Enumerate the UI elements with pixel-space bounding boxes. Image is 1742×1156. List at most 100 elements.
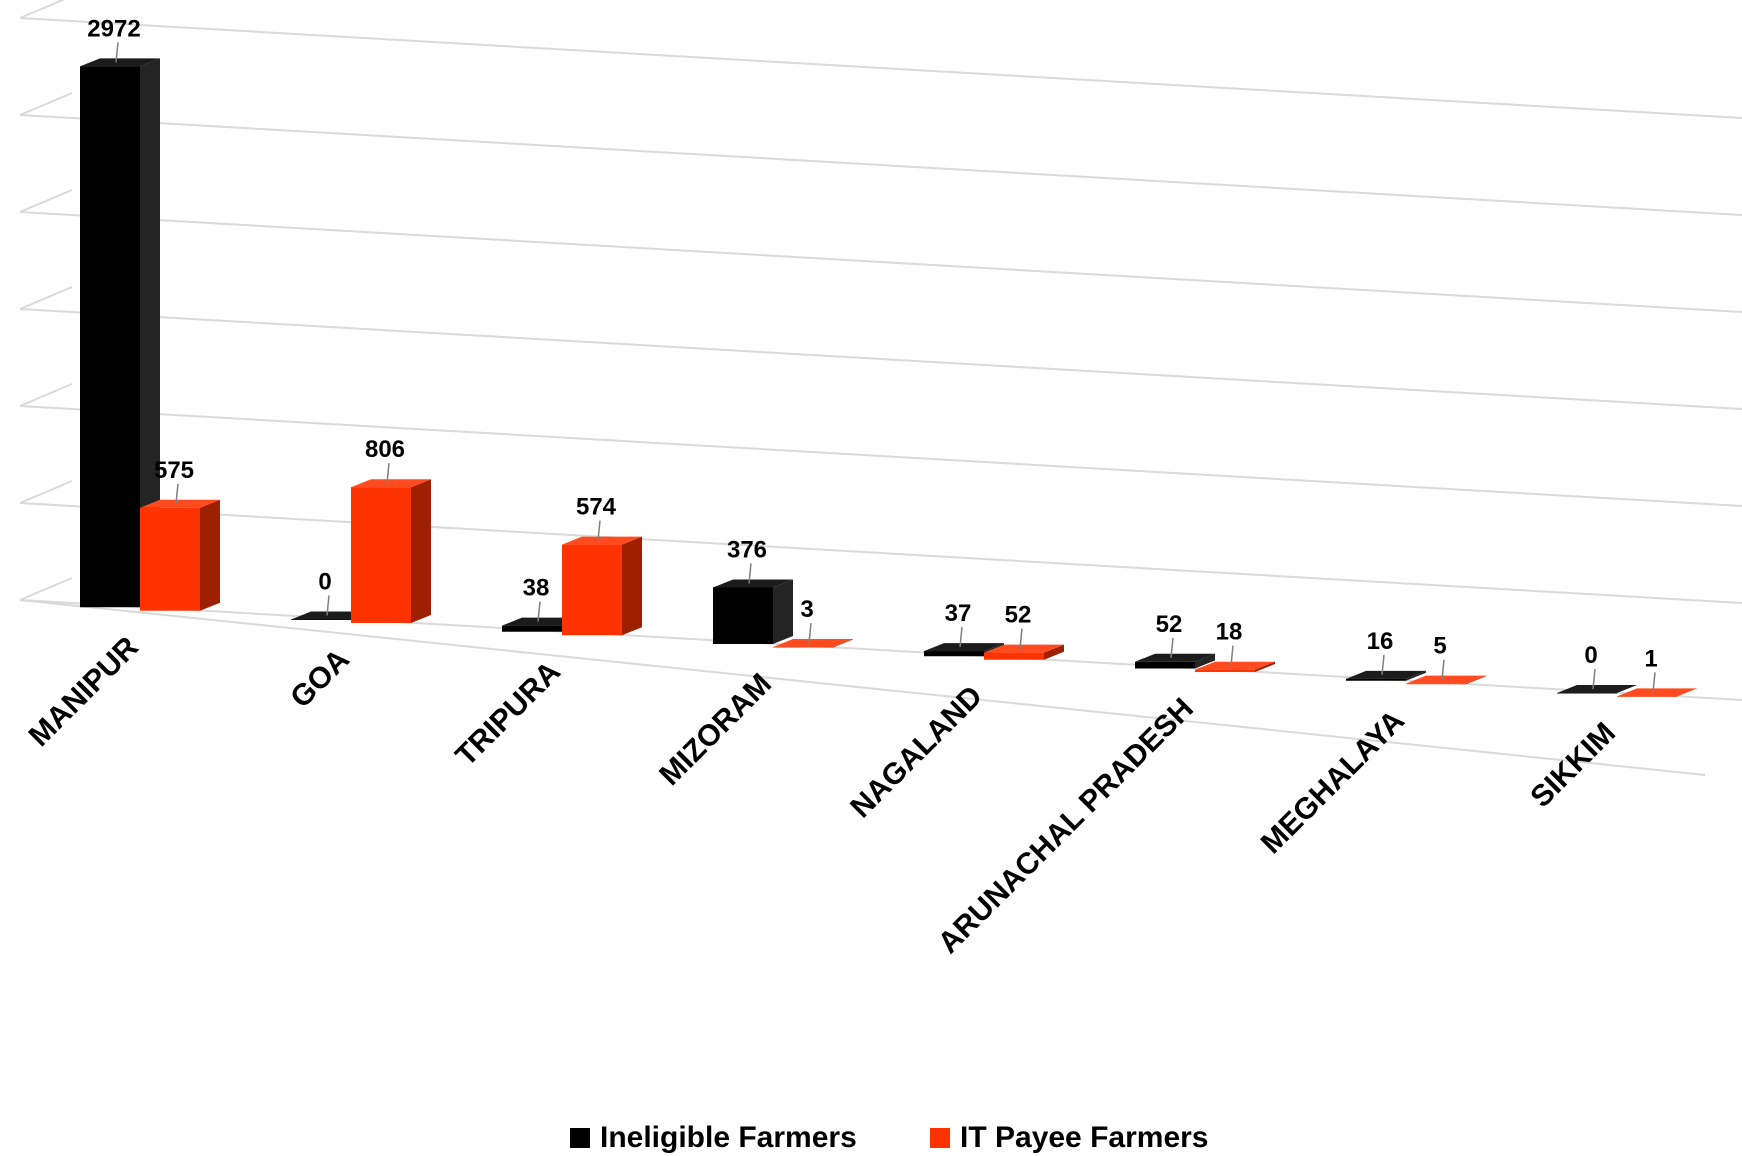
- bar-front: [984, 652, 1044, 660]
- category-label: ARUNACHAL PRADESH: [932, 692, 1200, 960]
- bar-side: [1466, 675, 1486, 685]
- value-label: 2972: [87, 15, 140, 42]
- bar-front: [1135, 661, 1195, 669]
- bar-front: [1557, 692, 1617, 694]
- bar-side: [411, 479, 431, 623]
- gridline-depth: [19, 92, 73, 116]
- bar-front: [1346, 678, 1406, 681]
- bar-1: [984, 644, 1064, 660]
- value-label: 52: [1156, 611, 1183, 638]
- gridline: [19, 211, 1742, 313]
- category-label: MEGHALAYA: [1255, 704, 1411, 860]
- bar-side: [1044, 644, 1064, 660]
- bar-front: [502, 625, 562, 632]
- gridline: [19, 599, 1742, 701]
- gridline: [19, 502, 1742, 604]
- value-label: 806: [365, 436, 405, 463]
- bar-top: [1346, 670, 1426, 679]
- bar-front: [924, 651, 984, 657]
- gridline: [19, 17, 1742, 119]
- leader-line: [1381, 654, 1385, 675]
- leader-line: [808, 622, 812, 644]
- bar-top: [713, 579, 793, 588]
- bar-top: [1195, 661, 1275, 670]
- value-label: 575: [154, 457, 194, 484]
- bar-top: [924, 643, 1004, 652]
- leader-line: [175, 483, 179, 504]
- legend: Ineligible Farmers IT Payee Farmers: [570, 1121, 1208, 1154]
- leader-line: [1230, 645, 1234, 666]
- gridline: [19, 405, 1742, 507]
- category-label: NAGALAND: [844, 680, 989, 825]
- category-label: MANIPUR: [23, 630, 146, 753]
- bar-0: [713, 579, 793, 644]
- bar-0: [1135, 653, 1215, 669]
- value-label: 0: [1584, 642, 1597, 669]
- category-label: TRIPURA: [449, 655, 567, 773]
- bar-top: [1557, 684, 1637, 693]
- bar-0: [1557, 684, 1637, 694]
- bar-1: [773, 639, 853, 648]
- gridline: [19, 114, 1742, 216]
- gridline-depth: [19, 480, 73, 504]
- bar-top: [1406, 675, 1486, 684]
- bar-side: [833, 639, 853, 648]
- leader-line: [115, 42, 119, 63]
- leader-line: [748, 563, 752, 584]
- category-label: MIZORAM: [653, 667, 778, 792]
- leader-line: [386, 463, 390, 484]
- value-label: 5: [1433, 633, 1446, 660]
- bar-side: [622, 536, 642, 636]
- bar-front: [291, 619, 351, 620]
- gridline-depth: [19, 383, 73, 407]
- value-label: 18: [1216, 619, 1243, 646]
- bar-0: [80, 58, 160, 608]
- value-label: 16: [1367, 628, 1394, 655]
- gridline-depth: [19, 577, 73, 601]
- legend-item: IT Payee Farmers: [930, 1121, 1208, 1154]
- bar-1: [140, 499, 220, 611]
- category-label: GOA: [284, 643, 356, 715]
- value-label: 1: [1644, 645, 1657, 672]
- bar-top: [80, 58, 160, 67]
- gridline-depth: [19, 0, 66, 19]
- bar-side: [1195, 653, 1215, 669]
- bar-side: [773, 579, 793, 644]
- bar-front: [1195, 669, 1255, 672]
- gridline-depth: [19, 286, 73, 310]
- leader-line: [597, 520, 601, 541]
- bar-top: [1617, 688, 1697, 697]
- bar-side: [140, 58, 160, 608]
- bar-top: [562, 536, 642, 545]
- value-label: 52: [1005, 602, 1032, 629]
- value-label: 0: [318, 568, 331, 595]
- legend-label: Ineligible Farmers: [600, 1121, 857, 1154]
- gridline: [19, 308, 1742, 410]
- leader-line: [537, 601, 541, 622]
- bar-top: [984, 644, 1064, 653]
- leader-line: [1592, 668, 1596, 690]
- bar-front: [140, 507, 200, 611]
- bar-side: [1677, 688, 1697, 697]
- bar-1: [351, 479, 431, 623]
- value-labels: 2972 575 0 806 38 574 376 3 37 52 52 18 16 5 0 1: [87, 15, 1658, 693]
- bar-side: [200, 499, 220, 611]
- bar-1: [1406, 675, 1486, 685]
- bar-side: [1406, 670, 1426, 681]
- bar-front: [773, 647, 833, 648]
- legend-label: IT Payee Farmers: [960, 1121, 1208, 1154]
- leader-line: [1170, 637, 1174, 658]
- bar-top: [351, 479, 431, 488]
- gridline-depth: [19, 189, 73, 213]
- bar-1: [1617, 688, 1697, 697]
- bar-top: [1135, 653, 1215, 662]
- legend-swatch: [930, 1128, 950, 1148]
- leader-line: [1019, 628, 1023, 649]
- leader-line: [1652, 672, 1656, 693]
- value-label: 38: [523, 575, 550, 602]
- bar-front: [562, 544, 622, 636]
- bar-side: [1255, 661, 1275, 672]
- bar-0: [1346, 670, 1426, 681]
- bar-top: [140, 499, 220, 508]
